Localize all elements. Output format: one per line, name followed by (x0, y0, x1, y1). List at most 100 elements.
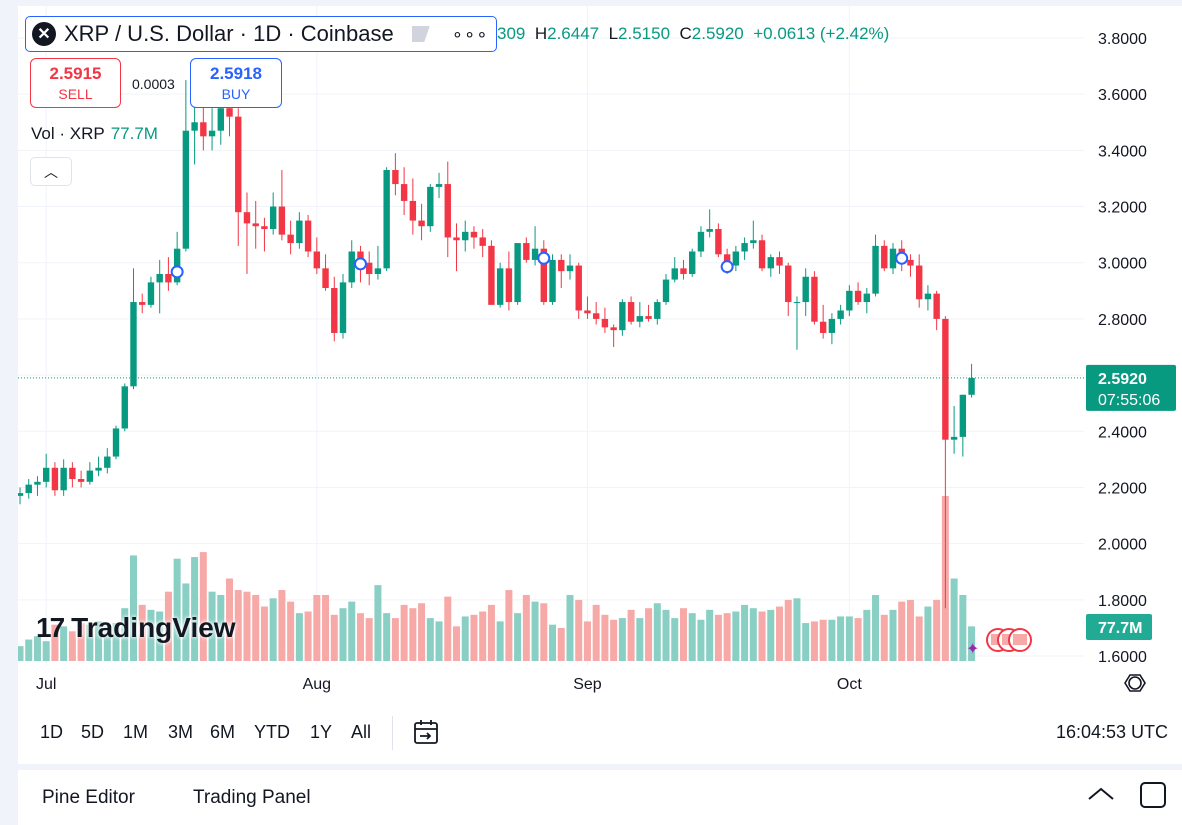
candle-body[interactable] (235, 116, 242, 213)
symbol-info-box[interactable]: ✕ XRP / U.S. Dollar · 1D · Coinbase ∘∘∘ (25, 16, 497, 52)
candle-body[interactable] (156, 273, 163, 283)
candle-body[interactable] (523, 243, 530, 260)
candle-body[interactable] (889, 248, 897, 269)
candle-body[interactable] (819, 321, 827, 333)
candle-body[interactable] (933, 293, 940, 319)
candle-body[interactable] (479, 237, 486, 246)
candle-body[interactable] (269, 206, 277, 230)
candle-body[interactable] (69, 467, 76, 480)
candle-body[interactable] (558, 259, 565, 272)
candle-body[interactable] (924, 293, 932, 300)
range-1y[interactable]: 1Y (310, 722, 333, 742)
pine-editor-tab[interactable]: Pine Editor (42, 787, 135, 808)
candle-body[interactable] (968, 377, 975, 395)
candle-body[interactable] (837, 310, 844, 319)
candle-body[interactable] (139, 302, 146, 305)
candle-body[interactable] (25, 484, 32, 494)
range-1m[interactable]: 1M (123, 722, 149, 742)
candle-body[interactable] (121, 386, 128, 429)
price-chart[interactable]: ✦ 3.8000 3.6000 3.4000 3.2000 3.0000 2.8000 2.6… (18, 6, 1182, 706)
candle-body[interactable] (348, 251, 355, 283)
candle-body[interactable] (549, 259, 556, 303)
candle-body[interactable] (776, 257, 783, 266)
candle-body[interactable] (575, 265, 582, 311)
chevron-up-icon[interactable] (1086, 784, 1116, 804)
candle-body[interactable] (304, 220, 312, 252)
candle-body[interactable] (130, 302, 137, 387)
candle-body[interactable] (191, 122, 198, 131)
candle-body[interactable] (51, 467, 59, 491)
candle-body[interactable] (60, 467, 67, 491)
maximize-panel-icon[interactable] (1140, 782, 1166, 808)
candle-body[interactable] (732, 251, 740, 266)
candle-body[interactable] (252, 223, 259, 227)
candle-body[interactable] (339, 282, 347, 333)
candle-body[interactable] (435, 184, 443, 187)
candle-body[interactable] (540, 248, 547, 303)
candle-body[interactable] (785, 265, 792, 303)
candle-body[interactable] (872, 245, 879, 294)
candle-body[interactable] (296, 220, 303, 244)
tradingview-logo[interactable]: 17 TradingView (36, 612, 236, 644)
candle-body[interactable] (907, 259, 914, 266)
candle-body[interactable] (592, 313, 600, 319)
candle-body[interactable] (627, 302, 635, 322)
go-to-date-calendar-icon[interactable] (412, 718, 440, 746)
candle-body[interactable] (854, 290, 862, 303)
collapse-legend-button[interactable]: ︿ (30, 157, 72, 186)
sell-button[interactable]: 2.5915 SELL (30, 58, 121, 108)
candle-body[interactable] (959, 394, 967, 437)
candle-body[interactable] (741, 243, 748, 252)
candle-body[interactable] (619, 302, 626, 331)
candle-body[interactable] (697, 231, 705, 252)
more-options-icon[interactable]: ∘∘∘ (451, 23, 489, 44)
candle-body[interactable] (846, 290, 853, 311)
candle-body[interactable] (366, 262, 373, 274)
candle-body[interactable] (104, 456, 111, 468)
candle-body[interactable] (77, 479, 85, 482)
settings-gear-icon[interactable] (1128, 676, 1142, 690)
candle-body[interactable] (514, 243, 521, 303)
range-6m[interactable]: 6M (210, 722, 236, 742)
candle-body[interactable] (496, 268, 504, 305)
candle-body[interactable] (374, 268, 382, 274)
candle-body[interactable] (470, 231, 478, 238)
chart-panel[interactable]: ✦ 3.8000 3.6000 3.4000 3.2000 3.0000 2.8000 2.6… (18, 6, 1182, 764)
candle-body[interactable] (531, 248, 539, 260)
candle-body[interactable] (566, 265, 574, 272)
candle-body[interactable] (828, 318, 836, 333)
candle-body[interactable] (392, 170, 399, 185)
candle-body[interactable] (881, 245, 888, 269)
candle-body[interactable] (278, 206, 286, 235)
candle-body[interactable] (261, 226, 268, 230)
candle-body[interactable] (147, 282, 155, 305)
candle-body[interactable] (636, 316, 644, 322)
candle-body[interactable] (383, 170, 390, 269)
candle-body[interactable] (942, 318, 949, 440)
candle-body[interactable] (915, 265, 923, 300)
candle-body[interactable] (409, 200, 417, 221)
range-3m[interactable]: 3M (168, 722, 194, 742)
candle-body[interactable] (584, 310, 591, 314)
event-marker-icon[interactable] (353, 257, 367, 271)
candle-body[interactable] (645, 316, 652, 319)
candle-body[interactable] (488, 245, 495, 305)
flag-icon[interactable] (411, 26, 430, 42)
candle-body[interactable] (758, 240, 766, 269)
candle-body[interactable] (200, 122, 207, 137)
event-marker-icon[interactable] (720, 260, 734, 274)
candle-body[interactable] (331, 288, 338, 333)
candle-body[interactable] (706, 229, 713, 232)
range-all[interactable]: All (351, 722, 372, 742)
candle-body[interactable] (42, 467, 50, 482)
range-1d[interactable]: 1D (40, 722, 64, 742)
utc-clock[interactable]: 16:04:53 UTC (1055, 722, 1168, 742)
candle-body[interactable] (444, 184, 451, 238)
candle-body[interactable] (357, 251, 364, 263)
candle-body[interactable] (165, 273, 172, 283)
event-marker-icon[interactable] (895, 251, 909, 265)
candle-body[interactable] (793, 302, 801, 304)
candle-body[interactable] (182, 130, 190, 249)
range-5d[interactable]: 5D (81, 722, 105, 742)
candle-body[interactable] (715, 229, 722, 255)
